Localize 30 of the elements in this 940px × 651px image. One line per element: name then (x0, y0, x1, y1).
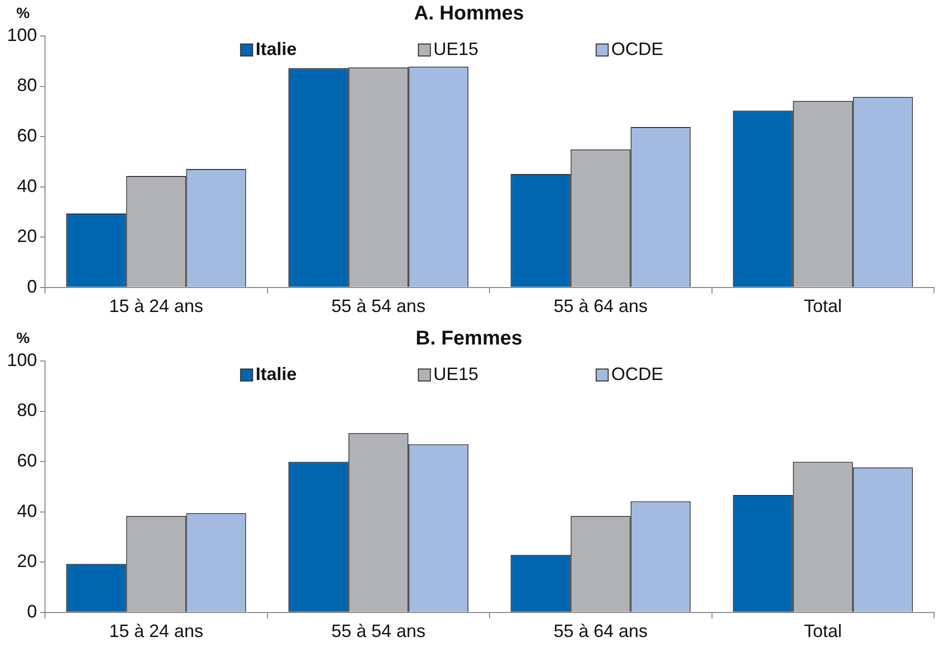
y-tick-label: 0 (27, 276, 38, 296)
x-tick-label: 55 à 64 ans (554, 296, 648, 316)
chart-title: B. Femmes (416, 328, 522, 350)
y-tick-label: 100 (6, 350, 38, 370)
x-tick-label: 55 à 64 ans (554, 621, 648, 642)
x-tick-label: 55 à 54 ans (331, 296, 426, 316)
legend-label: Italie (256, 38, 297, 59)
legend-label: OCDE (611, 364, 664, 384)
x-tick-label: Total (804, 621, 842, 642)
y-tick-label: 40 (17, 500, 38, 521)
x-tick-label: Total (804, 296, 842, 316)
y-tick-label: 20 (17, 226, 38, 246)
legend-label: UE15 (433, 364, 478, 384)
y-tick-label: 80 (17, 400, 38, 420)
y-tick-label: 40 (17, 176, 38, 196)
y-tick-label: 80 (17, 75, 38, 96)
y-tick-label: 0 (27, 601, 38, 622)
y-axis-title: % (16, 5, 30, 22)
y-tick-label: 60 (17, 126, 38, 146)
x-tick-label: 15 à 24 ans (109, 296, 204, 316)
y-tick-label: 20 (17, 551, 38, 572)
y-tick-label: 100 (6, 24, 38, 45)
x-tick-label: 55 à 54 ans (331, 621, 426, 642)
legend-label: Italie (256, 364, 297, 384)
chart-title: A. Hommes (414, 2, 524, 25)
y-tick-label: 60 (17, 450, 38, 471)
legend-label: OCDE (611, 38, 664, 59)
y-axis-title: % (16, 330, 30, 348)
legend-label: UE15 (433, 38, 478, 59)
x-tick-label: 15 à 24 ans (109, 621, 204, 642)
